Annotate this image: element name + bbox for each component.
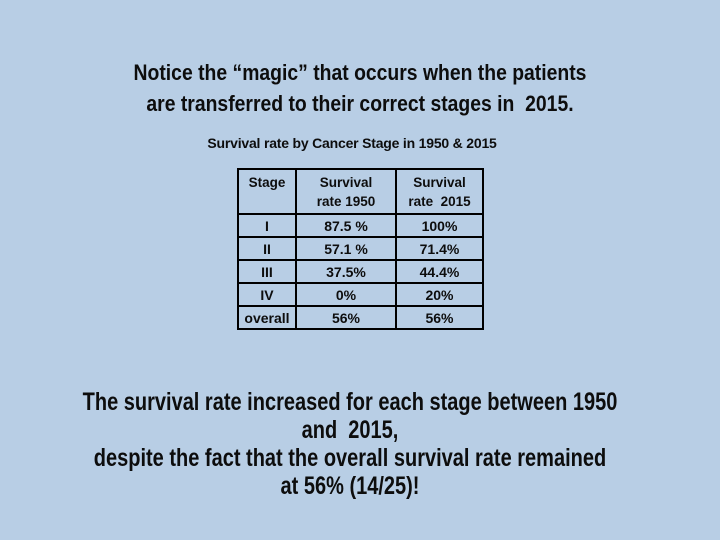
table-header-rate-1950: Survival rate 1950: [295, 168, 397, 215]
table-header-stage: Stage: [237, 168, 297, 215]
slide-title-line: are transferred to their correct stages …: [146, 91, 574, 116]
table-header-line: Stage: [248, 175, 286, 190]
table-header-rate-2015: Survival rate 2015: [395, 168, 484, 215]
slide-title: Notice the “magic” that occurs when the …: [43, 57, 677, 119]
table-header-row: Stage Survival rate 1950 Survival rate 2…: [237, 168, 484, 215]
table-cell-rate-1950: 0%: [295, 282, 397, 307]
table-cell-rate-1950: 57.1 %: [295, 236, 397, 261]
table-header-line: Survival: [319, 175, 373, 190]
table-cell-stage: I: [237, 213, 297, 238]
table-cell-rate-1950: 87.5 %: [295, 213, 397, 238]
table-row: I 87.5 % 100%: [237, 213, 484, 238]
table-cell-rate-2015: 100%: [395, 213, 484, 238]
table-cell-stage: II: [237, 236, 297, 261]
table-cell-rate-1950: 37.5%: [295, 259, 397, 284]
survival-rate-table: Stage Survival rate 1950 Survival rate 2…: [237, 168, 484, 330]
table-header-line: rate 1950: [316, 194, 376, 209]
table-cell-stage: III: [237, 259, 297, 284]
table-row: III 37.5% 44.4%: [237, 259, 484, 284]
conclusion-line: The survival rate increased for each sta…: [82, 388, 623, 444]
table-row: II 57.1 % 71.4%: [237, 236, 484, 261]
table-cell-stage: overall: [237, 305, 297, 330]
conclusion-line: at 56% (14/25)!: [280, 472, 420, 500]
table-header-line: rate 2015: [408, 194, 471, 209]
table-cell-rate-2015: 44.4%: [395, 259, 484, 284]
table-cell-rate-2015: 20%: [395, 282, 484, 307]
table-row: IV 0% 20%: [237, 282, 484, 307]
conclusion-line: despite the fact that the overall surviv…: [93, 444, 607, 472]
table-row: overall 56% 56%: [237, 305, 484, 330]
slide-title-line: Notice the “magic” that occurs when the …: [133, 60, 587, 85]
table-cell-rate-1950: 56%: [295, 305, 397, 330]
table-header-line: Survival: [413, 175, 466, 190]
table-title: Survival rate by Cancer Stage in 1950 & …: [207, 135, 497, 151]
table-cell-stage: IV: [237, 282, 297, 307]
conclusion-text: The survival rate increased for each sta…: [70, 388, 630, 500]
table-cell-rate-2015: 56%: [395, 305, 484, 330]
table-cell-rate-2015: 71.4%: [395, 236, 484, 261]
